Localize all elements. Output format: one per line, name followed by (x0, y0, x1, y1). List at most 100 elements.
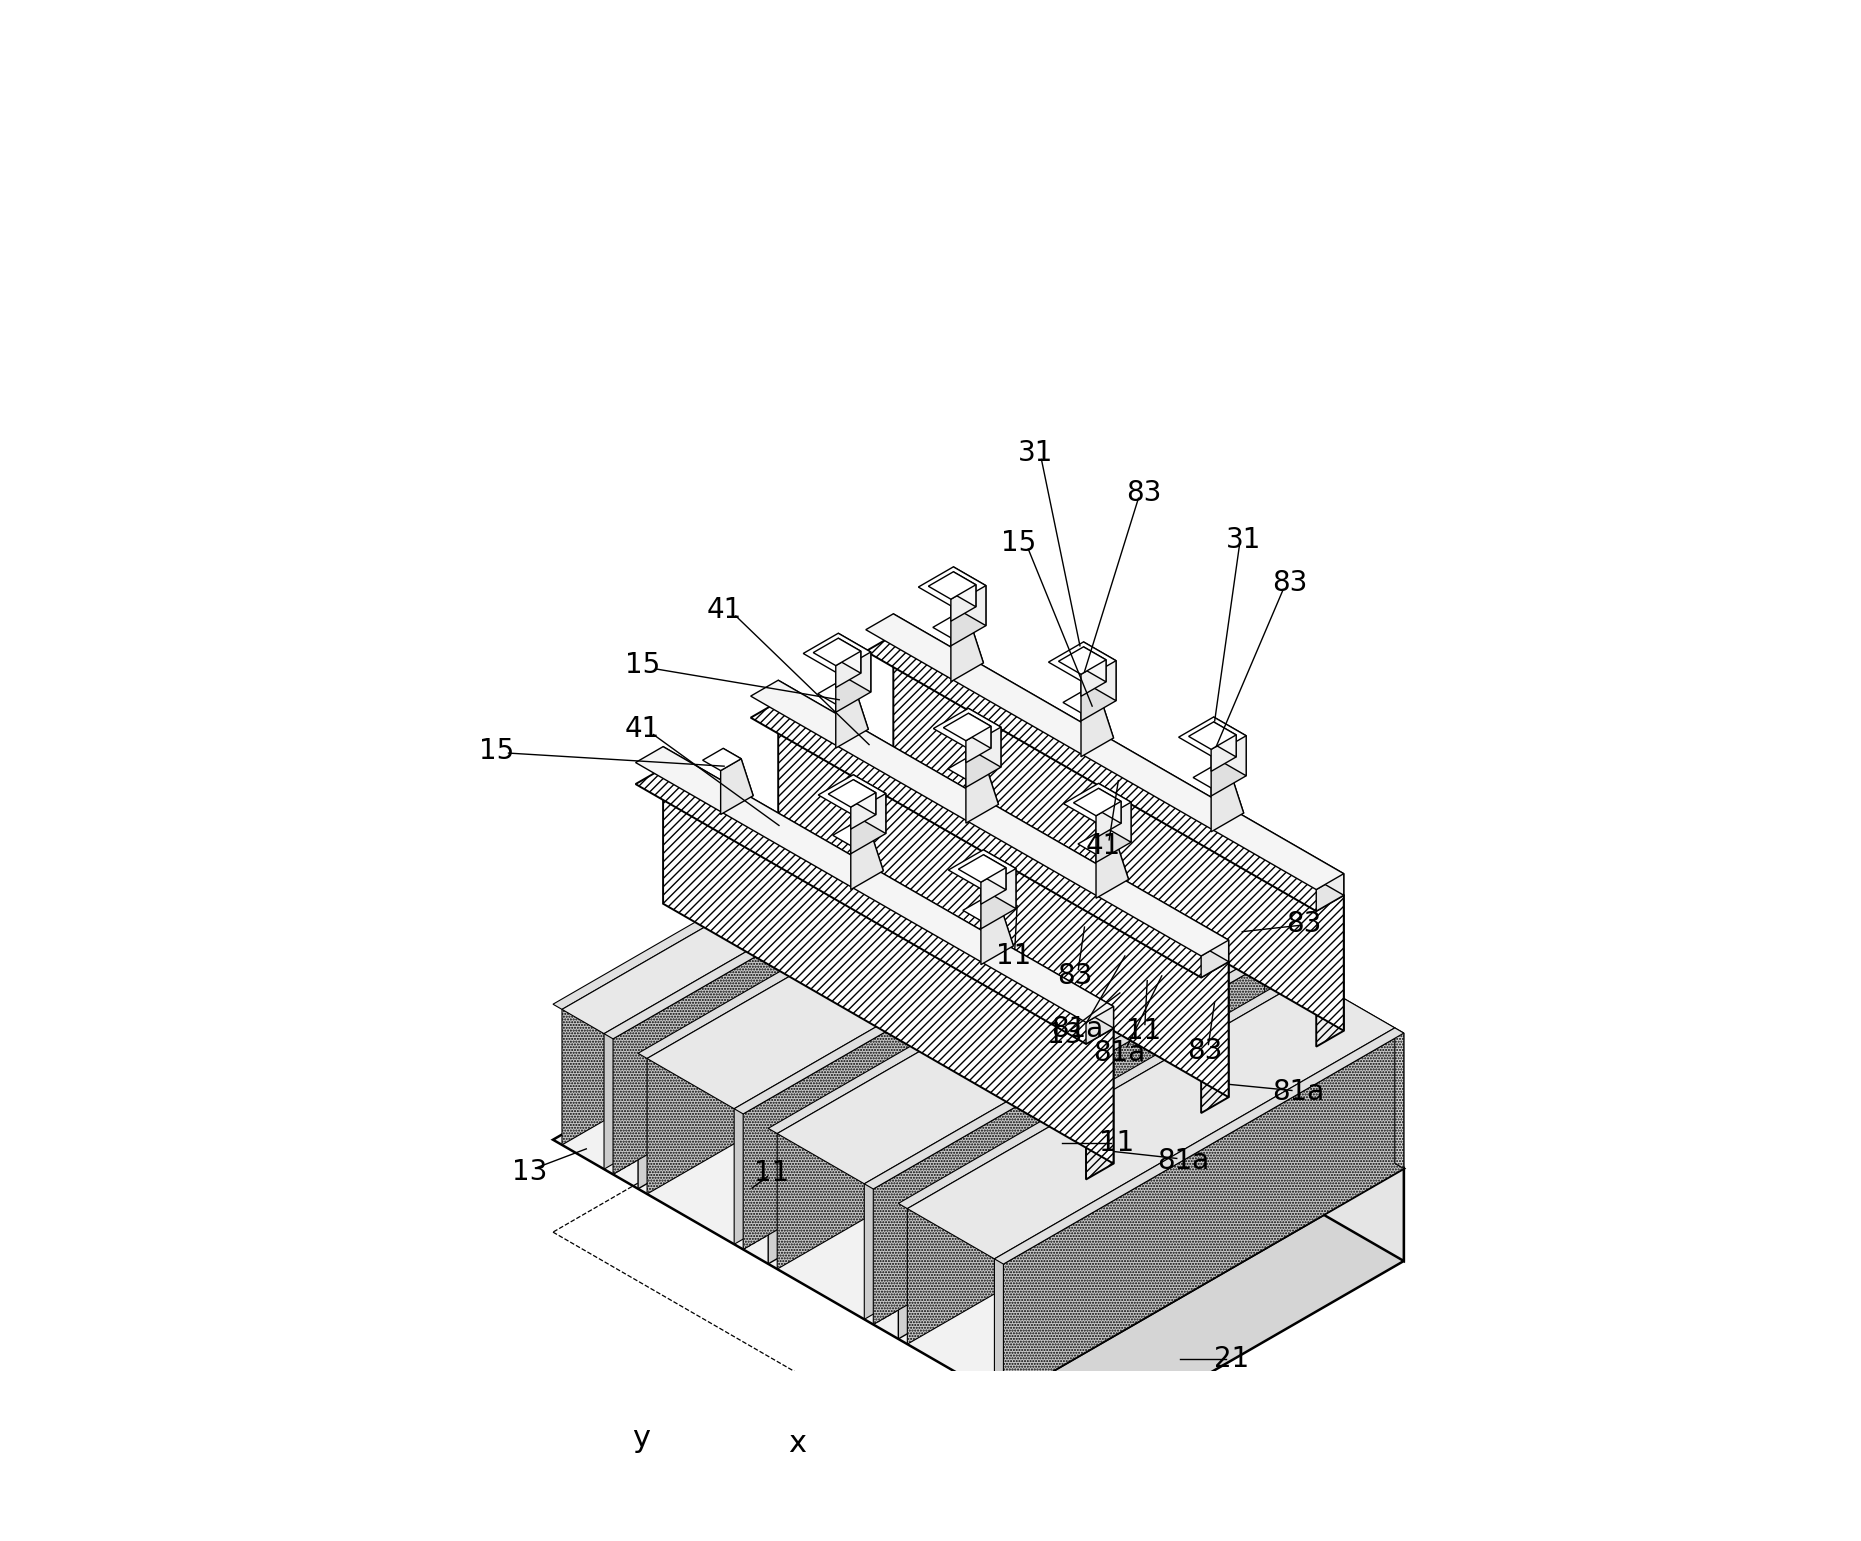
Polygon shape (1081, 701, 1113, 757)
Polygon shape (953, 774, 962, 914)
Polygon shape (1003, 1168, 1403, 1492)
Text: 21: 21 (1213, 1345, 1249, 1373)
Polygon shape (1014, 770, 1038, 959)
Text: 83: 83 (1286, 909, 1321, 938)
Polygon shape (605, 803, 1005, 1170)
Polygon shape (648, 828, 1135, 1108)
Text: 15: 15 (1001, 529, 1037, 556)
Polygon shape (917, 567, 986, 606)
Polygon shape (1083, 647, 1105, 681)
Polygon shape (636, 769, 1113, 1043)
Polygon shape (1212, 735, 1236, 772)
Polygon shape (663, 747, 1113, 1028)
Polygon shape (865, 635, 1344, 911)
Polygon shape (1299, 972, 1308, 1113)
Polygon shape (663, 769, 1113, 1163)
Text: 13: 13 (512, 1157, 547, 1187)
Polygon shape (1189, 721, 1236, 749)
Text: 15: 15 (480, 737, 515, 764)
Polygon shape (638, 823, 1048, 1059)
Polygon shape (1081, 661, 1117, 721)
Polygon shape (932, 615, 971, 638)
Polygon shape (1135, 878, 1143, 1019)
Polygon shape (908, 977, 1394, 1259)
Polygon shape (1074, 789, 1120, 815)
Text: 83: 83 (1187, 1037, 1223, 1065)
Polygon shape (837, 638, 862, 673)
Text: 41: 41 (1085, 832, 1120, 860)
Polygon shape (953, 615, 983, 663)
Text: 31: 31 (1226, 525, 1262, 553)
Text: 41: 41 (623, 715, 659, 743)
Polygon shape (1059, 647, 1105, 675)
Polygon shape (1178, 903, 1265, 1088)
Text: x: x (787, 1429, 806, 1458)
Polygon shape (944, 713, 990, 741)
Text: 81a: 81a (1158, 1147, 1210, 1174)
Polygon shape (850, 792, 877, 829)
Polygon shape (968, 757, 997, 804)
Polygon shape (854, 775, 886, 834)
Polygon shape (836, 692, 869, 747)
Polygon shape (1083, 690, 1113, 738)
Polygon shape (994, 1028, 1394, 1395)
Polygon shape (1213, 721, 1236, 757)
Polygon shape (562, 778, 962, 1145)
Text: 83: 83 (1126, 479, 1161, 507)
Polygon shape (612, 770, 1038, 1017)
Polygon shape (929, 572, 975, 599)
Polygon shape (1098, 832, 1128, 880)
Polygon shape (864, 952, 1273, 1190)
Polygon shape (1212, 777, 1243, 832)
Polygon shape (733, 878, 1135, 1244)
Polygon shape (966, 727, 1001, 787)
Polygon shape (953, 567, 986, 626)
Polygon shape (968, 713, 990, 749)
Polygon shape (1083, 643, 1117, 701)
Polygon shape (850, 794, 886, 854)
Polygon shape (934, 709, 1001, 747)
Polygon shape (994, 1028, 1403, 1264)
Polygon shape (1098, 783, 1131, 843)
Polygon shape (953, 909, 1403, 1261)
Polygon shape (612, 807, 1014, 1174)
Polygon shape (1178, 717, 1247, 757)
Polygon shape (836, 652, 862, 687)
Polygon shape (850, 834, 884, 889)
Polygon shape (778, 903, 1265, 1183)
Polygon shape (703, 749, 741, 770)
Polygon shape (1265, 952, 1273, 1094)
Polygon shape (638, 786, 1038, 1188)
Polygon shape (1078, 832, 1117, 854)
Polygon shape (836, 652, 871, 712)
Polygon shape (1048, 828, 1135, 1014)
Polygon shape (951, 584, 975, 621)
Polygon shape (1063, 783, 1131, 823)
Polygon shape (1143, 846, 1169, 1032)
Polygon shape (854, 780, 877, 815)
Polygon shape (743, 846, 1169, 1091)
Polygon shape (750, 680, 1228, 955)
Polygon shape (951, 626, 983, 681)
Polygon shape (1213, 766, 1243, 814)
Polygon shape (1169, 897, 1178, 1039)
Polygon shape (1273, 922, 1299, 1108)
Polygon shape (724, 749, 754, 795)
Polygon shape (769, 897, 1178, 1134)
Polygon shape (983, 849, 1016, 909)
Text: 11: 11 (996, 942, 1031, 969)
Polygon shape (636, 747, 1113, 1022)
Polygon shape (778, 903, 1178, 1270)
Polygon shape (865, 613, 1344, 889)
Polygon shape (1200, 940, 1228, 977)
Polygon shape (1316, 895, 1344, 1046)
Polygon shape (962, 898, 1001, 922)
Polygon shape (1394, 1028, 1403, 1168)
Polygon shape (899, 935, 1299, 1339)
Text: 11: 11 (1126, 1017, 1161, 1045)
Polygon shape (981, 868, 1007, 905)
Polygon shape (553, 909, 1403, 1399)
Polygon shape (1193, 766, 1232, 787)
Polygon shape (720, 758, 754, 815)
Polygon shape (804, 633, 871, 672)
